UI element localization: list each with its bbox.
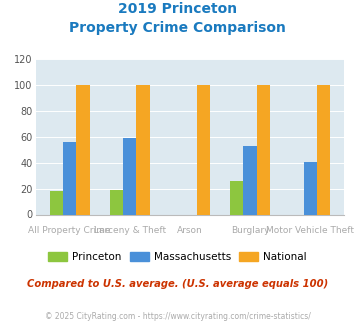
Bar bbox=[76, 85, 90, 214]
Bar bbox=[317, 85, 330, 214]
Bar bbox=[244, 146, 257, 214]
Bar bbox=[110, 190, 123, 214]
Bar bbox=[63, 142, 76, 214]
Bar bbox=[304, 161, 317, 214]
Text: Larceny & Theft: Larceny & Theft bbox=[94, 226, 166, 235]
Bar bbox=[230, 181, 244, 214]
Bar bbox=[197, 85, 210, 214]
Text: 2019 Princeton: 2019 Princeton bbox=[118, 2, 237, 16]
Bar bbox=[123, 138, 136, 214]
Text: Motor Vehicle Theft: Motor Vehicle Theft bbox=[266, 226, 354, 235]
Legend: Princeton, Massachusetts, National: Princeton, Massachusetts, National bbox=[44, 248, 311, 266]
Text: Burglary: Burglary bbox=[231, 226, 269, 235]
Text: Arson: Arson bbox=[177, 226, 203, 235]
Text: © 2025 CityRating.com - https://www.cityrating.com/crime-statistics/: © 2025 CityRating.com - https://www.city… bbox=[45, 312, 310, 321]
Text: All Property Crime: All Property Crime bbox=[28, 226, 111, 235]
Text: Property Crime Comparison: Property Crime Comparison bbox=[69, 21, 286, 35]
Bar bbox=[50, 191, 63, 214]
Bar bbox=[257, 85, 270, 214]
Text: Compared to U.S. average. (U.S. average equals 100): Compared to U.S. average. (U.S. average … bbox=[27, 279, 328, 289]
Bar bbox=[136, 85, 150, 214]
